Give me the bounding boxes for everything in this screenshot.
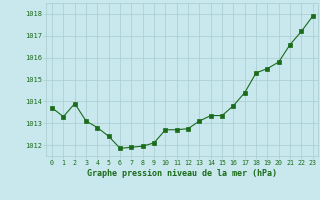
X-axis label: Graphe pression niveau de la mer (hPa): Graphe pression niveau de la mer (hPa) <box>87 169 277 178</box>
